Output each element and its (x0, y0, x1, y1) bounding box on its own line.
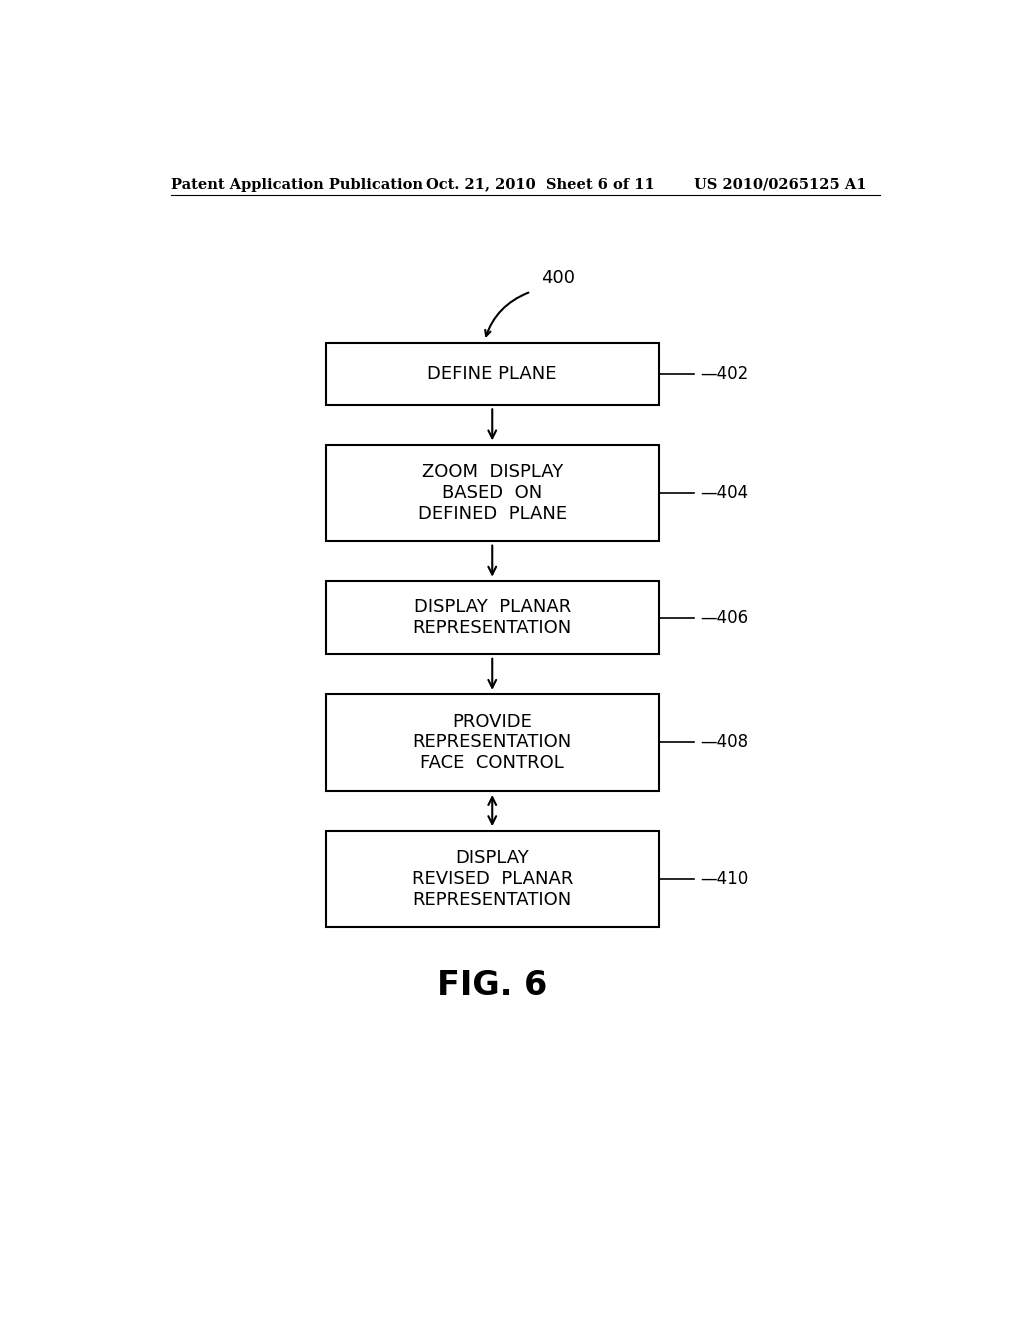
Text: DEFINED  PLANE: DEFINED PLANE (418, 504, 567, 523)
Text: REVISED  PLANAR: REVISED PLANAR (412, 870, 573, 888)
Text: DISPLAY: DISPLAY (456, 849, 529, 867)
Text: 400: 400 (541, 269, 575, 286)
FancyBboxPatch shape (326, 581, 658, 655)
FancyBboxPatch shape (326, 343, 658, 405)
FancyBboxPatch shape (326, 694, 658, 791)
Text: REPRESENTATION: REPRESENTATION (413, 619, 571, 638)
Text: ZOOM  DISPLAY: ZOOM DISPLAY (422, 463, 563, 482)
Text: Oct. 21, 2010  Sheet 6 of 11: Oct. 21, 2010 Sheet 6 of 11 (426, 178, 655, 191)
Text: US 2010/0265125 A1: US 2010/0265125 A1 (693, 178, 866, 191)
FancyBboxPatch shape (326, 830, 658, 927)
Text: DEFINE PLANE: DEFINE PLANE (427, 366, 557, 383)
Text: Patent Application Publication: Patent Application Publication (171, 178, 423, 191)
Text: FIG. 6: FIG. 6 (437, 969, 548, 1002)
Text: —410: —410 (700, 870, 749, 888)
FancyBboxPatch shape (326, 445, 658, 541)
Text: REPRESENTATION: REPRESENTATION (413, 891, 571, 908)
Text: —406: —406 (700, 609, 749, 627)
Text: FACE  CONTROL: FACE CONTROL (421, 754, 564, 772)
Text: PROVIDE: PROVIDE (453, 713, 532, 731)
Text: —402: —402 (700, 366, 749, 383)
Text: DISPLAY  PLANAR: DISPLAY PLANAR (414, 598, 570, 616)
Text: —404: —404 (700, 484, 749, 502)
Text: REPRESENTATION: REPRESENTATION (413, 734, 571, 751)
Text: BASED  ON: BASED ON (442, 484, 543, 502)
Text: —408: —408 (700, 734, 749, 751)
